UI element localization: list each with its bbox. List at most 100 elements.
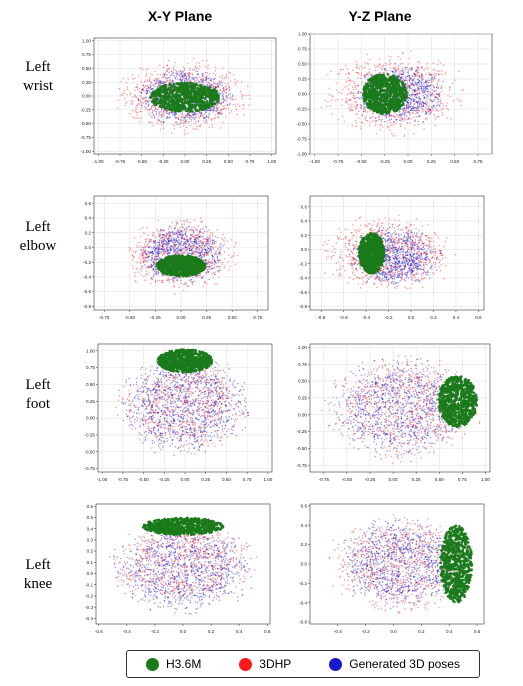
data-point — [167, 95, 170, 99]
data-point — [421, 90, 424, 93]
data-point — [372, 112, 374, 115]
data-point — [415, 92, 418, 95]
data-point — [231, 99, 234, 101]
data-point — [139, 67, 142, 69]
data-point — [441, 102, 443, 104]
data-point — [160, 121, 163, 124]
data-point — [401, 73, 403, 76]
data-point — [410, 109, 413, 112]
data-point — [360, 127, 362, 130]
data-point — [424, 87, 427, 89]
data-point — [198, 80, 200, 83]
data-point — [148, 253, 150, 255]
data-point — [426, 117, 428, 119]
data-point — [195, 120, 197, 122]
data-point — [407, 96, 409, 99]
data-point — [175, 113, 178, 115]
data-point — [369, 104, 373, 108]
data-point — [223, 91, 226, 94]
data-point — [435, 93, 438, 96]
data-point — [403, 98, 406, 101]
data-point — [219, 88, 222, 91]
data-point — [169, 80, 171, 83]
data-point — [376, 102, 380, 106]
data-point — [181, 75, 184, 77]
data-point — [374, 117, 377, 119]
data-point — [424, 93, 427, 95]
data-point — [365, 74, 367, 76]
data-point — [393, 102, 396, 106]
data-point — [446, 117, 448, 119]
data-point — [394, 116, 396, 118]
data-point — [398, 92, 402, 96]
data-point — [427, 109, 429, 112]
data-point — [220, 109, 223, 112]
data-point — [157, 274, 159, 276]
data-point — [426, 99, 428, 101]
data-point — [240, 81, 243, 83]
data-point — [159, 79, 161, 82]
data-point — [184, 281, 187, 284]
data-point — [434, 90, 436, 92]
data-point — [416, 101, 419, 104]
data-point — [222, 96, 224, 98]
data-point — [163, 88, 167, 92]
data-point — [415, 93, 417, 96]
data-point — [357, 84, 360, 87]
data-point — [437, 100, 440, 103]
data-point — [406, 118, 408, 121]
data-point — [201, 114, 204, 117]
data-point — [412, 99, 415, 101]
data-point — [365, 102, 369, 105]
data-point — [431, 91, 434, 94]
data-point — [390, 118, 393, 120]
data-point — [157, 104, 159, 107]
data-point — [158, 119, 160, 121]
data-point — [212, 91, 216, 95]
data-point — [139, 99, 142, 102]
data-point — [451, 82, 454, 84]
data-point — [174, 293, 176, 295]
data-point — [413, 116, 415, 118]
data-point — [175, 69, 177, 71]
data-point — [147, 68, 149, 70]
data-point — [204, 111, 207, 113]
data-point — [399, 76, 402, 79]
data-point — [330, 70, 332, 72]
data-point — [175, 117, 177, 119]
data-point — [382, 92, 386, 96]
data-point — [134, 89, 136, 91]
data-point — [412, 78, 415, 81]
data-point — [405, 110, 407, 112]
data-point — [384, 69, 387, 72]
data-point — [217, 85, 220, 88]
data-point — [409, 98, 412, 100]
data-point — [422, 94, 424, 97]
data-point — [420, 76, 423, 79]
data-point — [360, 96, 362, 99]
data-point — [129, 92, 132, 94]
data-point — [192, 246, 195, 248]
data-point — [383, 71, 385, 73]
data-point — [408, 68, 411, 71]
data-point — [175, 112, 177, 115]
data-point — [328, 94, 331, 96]
data-point — [425, 108, 428, 111]
data-point — [427, 81, 429, 83]
data-point — [407, 102, 409, 104]
data-point — [408, 96, 410, 99]
data-point — [425, 86, 428, 88]
data-point — [149, 78, 151, 81]
data-point — [426, 87, 429, 90]
data-point — [377, 64, 380, 67]
data-point — [183, 77, 185, 79]
data-point — [139, 268, 142, 270]
data-point — [423, 102, 426, 105]
data-point — [210, 104, 214, 108]
data-point — [181, 230, 184, 232]
data-point — [193, 252, 195, 255]
data-point — [388, 100, 392, 104]
data-point — [430, 77, 433, 79]
data-point — [208, 126, 211, 128]
data-point — [201, 78, 203, 80]
